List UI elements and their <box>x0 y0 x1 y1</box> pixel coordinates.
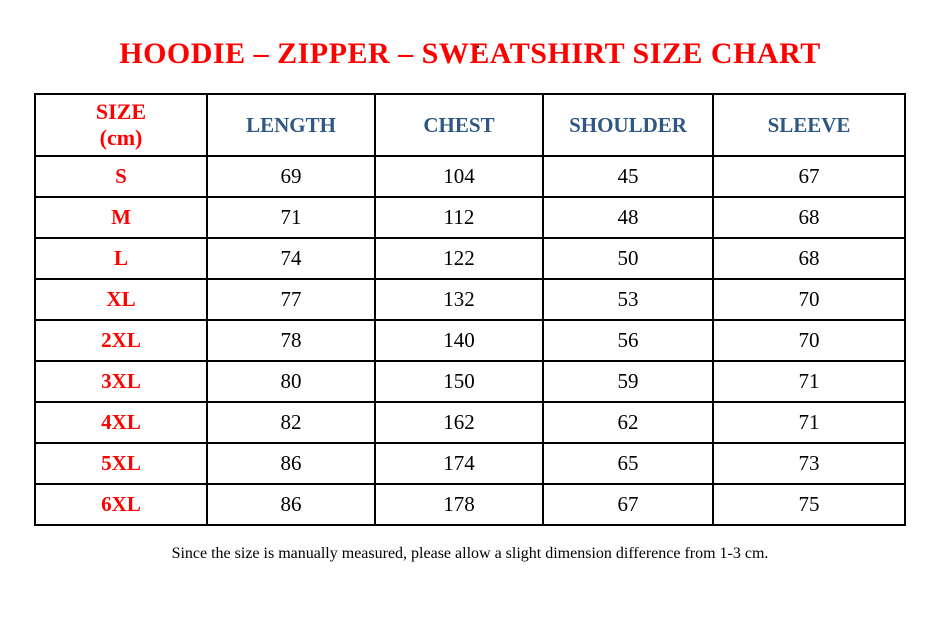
measurement-cell: 62 <box>542 401 714 444</box>
table-row: S 69 104 45 67 <box>34 155 906 198</box>
table-row: 4XL 82 162 62 71 <box>34 401 906 444</box>
size-label: 2XL <box>34 319 208 362</box>
size-table-body: S 69 104 45 67 M 71 112 48 68 L 74 122 50 68 XL 77 132 53 7… <box>34 155 906 526</box>
size-label: M <box>34 196 208 239</box>
measurement-cell: 150 <box>374 360 544 403</box>
measurement-cell: 68 <box>712 196 906 239</box>
measurement-cell: 140 <box>374 319 544 362</box>
measurement-cell: 69 <box>206 155 376 198</box>
size-label: XL <box>34 278 208 321</box>
measurement-cell: 71 <box>712 401 906 444</box>
measurement-cell: 86 <box>206 483 376 526</box>
measurement-cell: 70 <box>712 319 906 362</box>
measurement-cell: 70 <box>712 278 906 321</box>
table-header: SIZE (cm) LENGTH CHEST SHOULDER SLEEVE <box>34 93 906 157</box>
header-row: SIZE (cm) LENGTH CHEST SHOULDER SLEEVE <box>34 93 906 157</box>
measurement-cell: 82 <box>206 401 376 444</box>
measurement-cell: 162 <box>374 401 544 444</box>
size-label: 5XL <box>34 442 208 485</box>
size-label: 6XL <box>34 483 208 526</box>
column-header-shoulder: SHOULDER <box>542 93 714 157</box>
measurement-cell: 178 <box>374 483 544 526</box>
measurement-cell: 80 <box>206 360 376 403</box>
measurement-cell: 174 <box>374 442 544 485</box>
measurement-cell: 56 <box>542 319 714 362</box>
measurement-cell: 122 <box>374 237 544 280</box>
measurement-cell: 86 <box>206 442 376 485</box>
size-label: S <box>34 155 208 198</box>
measurement-disclaimer: Since the size is manually measured, ple… <box>171 545 769 562</box>
measurement-cell: 59 <box>542 360 714 403</box>
table-row: M 71 112 48 68 <box>34 196 906 239</box>
measurement-cell: 71 <box>206 196 376 239</box>
size-chart-table: SIZE (cm) LENGTH CHEST SHOULDER SLEEVE S… <box>34 93 906 526</box>
column-header-sleeve: SLEEVE <box>712 93 906 157</box>
table-row: L 74 122 50 68 <box>34 237 906 280</box>
column-header-chest: CHEST <box>374 93 544 157</box>
measurement-cell: 65 <box>542 442 714 485</box>
measurement-cell: 53 <box>542 278 714 321</box>
table-row: 2XL 78 140 56 70 <box>34 319 906 362</box>
table-row: 3XL 80 150 59 71 <box>34 360 906 403</box>
column-header-size: SIZE (cm) <box>34 93 208 157</box>
measurement-cell: 112 <box>374 196 544 239</box>
measurement-cell: 48 <box>542 196 714 239</box>
measurement-cell: 67 <box>712 155 906 198</box>
table-row: 6XL 86 178 67 75 <box>34 483 906 526</box>
column-header-length: LENGTH <box>206 93 376 157</box>
table-row: XL 77 132 53 70 <box>34 278 906 321</box>
measurement-cell: 45 <box>542 155 714 198</box>
measurement-cell: 104 <box>374 155 544 198</box>
size-label: L <box>34 237 208 280</box>
measurement-cell: 67 <box>542 483 714 526</box>
measurement-cell: 74 <box>206 237 376 280</box>
measurement-cell: 50 <box>542 237 714 280</box>
measurement-cell: 73 <box>712 442 906 485</box>
measurement-cell: 132 <box>374 278 544 321</box>
table-row: 5XL 86 174 65 73 <box>34 442 906 485</box>
size-label: 3XL <box>34 360 208 403</box>
measurement-cell: 71 <box>712 360 906 403</box>
measurement-cell: 78 <box>206 319 376 362</box>
measurement-cell: 68 <box>712 237 906 280</box>
size-label: 4XL <box>34 401 208 444</box>
measurement-cell: 75 <box>712 483 906 526</box>
measurement-cell: 77 <box>206 278 376 321</box>
page-title: HOODIE – ZIPPER – SWEATSHIRT SIZE CHART <box>119 37 821 70</box>
stray-dot-mark: . <box>476 35 480 52</box>
